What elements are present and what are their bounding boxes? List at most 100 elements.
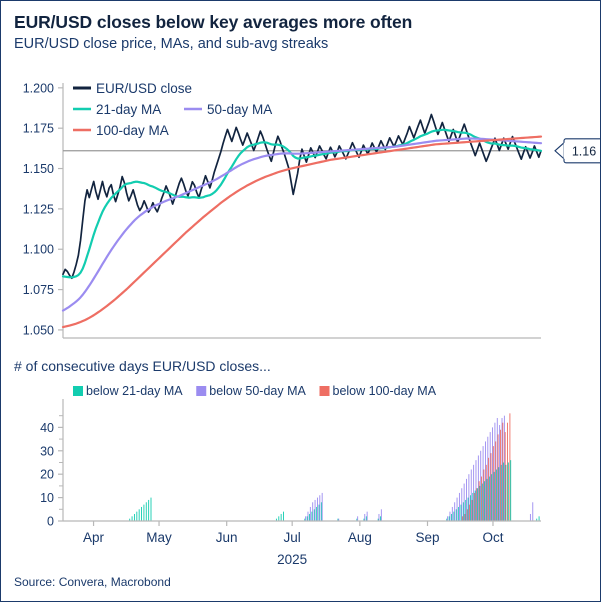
streak-bar: [496, 418, 498, 521]
streak-bar: [495, 441, 497, 521]
streak-bar: [461, 488, 463, 521]
streak-bar: [501, 418, 503, 521]
streak-bar: [313, 509, 315, 521]
streak-bar: [510, 460, 512, 521]
streak-bar: [278, 516, 280, 521]
price-y-tick-label: 1.175: [23, 122, 54, 136]
streak-bar: [131, 516, 133, 521]
streak-bar: [280, 513, 282, 521]
streak-bar: [364, 513, 366, 521]
streak-bar: [448, 516, 450, 521]
streak-bar: [483, 469, 485, 521]
streak-bar: [479, 485, 481, 521]
streak-bar: [480, 450, 482, 521]
streak-bar: [538, 516, 540, 521]
price-y-tick-label: 1.125: [23, 202, 54, 216]
streak-bar: [500, 464, 502, 521]
streak-bar: [462, 516, 464, 521]
legend-swatch: [319, 386, 330, 396]
streak-bar: [320, 502, 322, 521]
streak-bar: [485, 441, 486, 521]
x-tick-label-month: Jun: [216, 530, 238, 545]
streak-bar: [446, 518, 448, 521]
streak-panel-title: # of consecutive days EUR/USD closes...: [14, 358, 271, 374]
streak-bar: [307, 511, 309, 521]
streak-bar: [309, 513, 310, 521]
source-note: Source: Convera, Macrobond: [14, 575, 171, 589]
streak-bar: [305, 516, 307, 521]
streak-bar: [129, 518, 131, 521]
streak-bar: [464, 513, 466, 521]
streak-y-tick-label: 20: [40, 468, 54, 482]
streak-bar: [466, 478, 467, 521]
streak-bar: [378, 513, 380, 521]
streak-bar: [476, 488, 478, 521]
streak-bar: [474, 490, 476, 521]
legend-label[interactable]: below 100-day MA: [333, 384, 437, 398]
page-title: EUR/USD closes below key averages more o…: [14, 12, 413, 32]
streak-bar: [478, 481, 480, 521]
streak-bar: [487, 436, 489, 521]
streak-bar: [465, 499, 467, 521]
streak-bar: [316, 497, 318, 521]
streak-bar: [356, 518, 358, 521]
streak-bar: [458, 492, 460, 521]
streak-bar: [321, 492, 323, 521]
streak-bar: [377, 518, 379, 521]
streak-bar: [491, 474, 493, 521]
x-tick-label-month: Sep: [415, 530, 439, 545]
streak-bar: [455, 509, 457, 521]
streak-bar: [489, 432, 491, 521]
streak-bar: [488, 457, 490, 521]
streak-bar: [306, 516, 308, 521]
streak-bar: [466, 509, 468, 521]
legend-label[interactable]: 50-day MA: [207, 102, 272, 117]
legend-label[interactable]: below 21-day MA: [86, 384, 183, 398]
legend-label[interactable]: EUR/USD close: [96, 81, 192, 96]
price-y-tick-label: 1.050: [23, 323, 54, 337]
streak-bar: [475, 460, 477, 521]
price-y-tick-label: 1.100: [23, 243, 54, 257]
streak-bar: [338, 518, 340, 521]
streak-bar: [380, 516, 381, 521]
legend-label[interactable]: below 50-day MA: [209, 384, 306, 398]
streak-bar: [460, 504, 462, 521]
x-tick-label-month: May: [146, 530, 172, 545]
streak-bar: [449, 511, 451, 521]
streak-bar: [496, 469, 497, 521]
streak-bar: [451, 506, 453, 521]
streak-bar: [467, 497, 469, 521]
streak-bar: [141, 506, 142, 521]
streak-bar: [509, 413, 511, 521]
streak-bar: [473, 464, 475, 521]
streak-bar: [482, 446, 484, 521]
legend-label[interactable]: 21-day MA: [96, 102, 161, 117]
x-tick-label-month: Apr: [83, 530, 105, 545]
streak-bar: [136, 511, 138, 521]
streak-bar: [275, 518, 277, 521]
streak-bar: [490, 453, 492, 521]
streak-bar: [366, 511, 368, 521]
streak-bar: [507, 422, 508, 521]
legend-swatch: [73, 386, 83, 396]
streak-bar: [456, 497, 458, 521]
streak-y-tick-label: 40: [40, 421, 54, 435]
streak-bar: [477, 455, 479, 521]
streak-bar: [469, 504, 471, 521]
streak-chart-svg: 0 10 20 30 40 Apr May Jun Jul Aug Sep Oct 2025 below …: [40, 384, 541, 567]
streak-bar: [337, 518, 339, 521]
series-line-100-day-ma: [61, 135, 543, 329]
callout-label: 1.16: [572, 144, 596, 158]
legend-label[interactable]: 100-day MA: [96, 123, 169, 138]
streak-bar: [536, 518, 538, 521]
streak-bar: [312, 502, 314, 521]
streak-bar: [472, 492, 474, 521]
streak-bar: [357, 516, 359, 521]
legend-swatch: [196, 386, 207, 396]
streak-bar: [319, 495, 321, 521]
streak-bar: [492, 446, 494, 521]
x-axis-year-label: 2025: [277, 552, 307, 567]
price-y-tick-label: 1.150: [23, 162, 54, 176]
streak-y-tick-label: 0: [47, 515, 54, 529]
